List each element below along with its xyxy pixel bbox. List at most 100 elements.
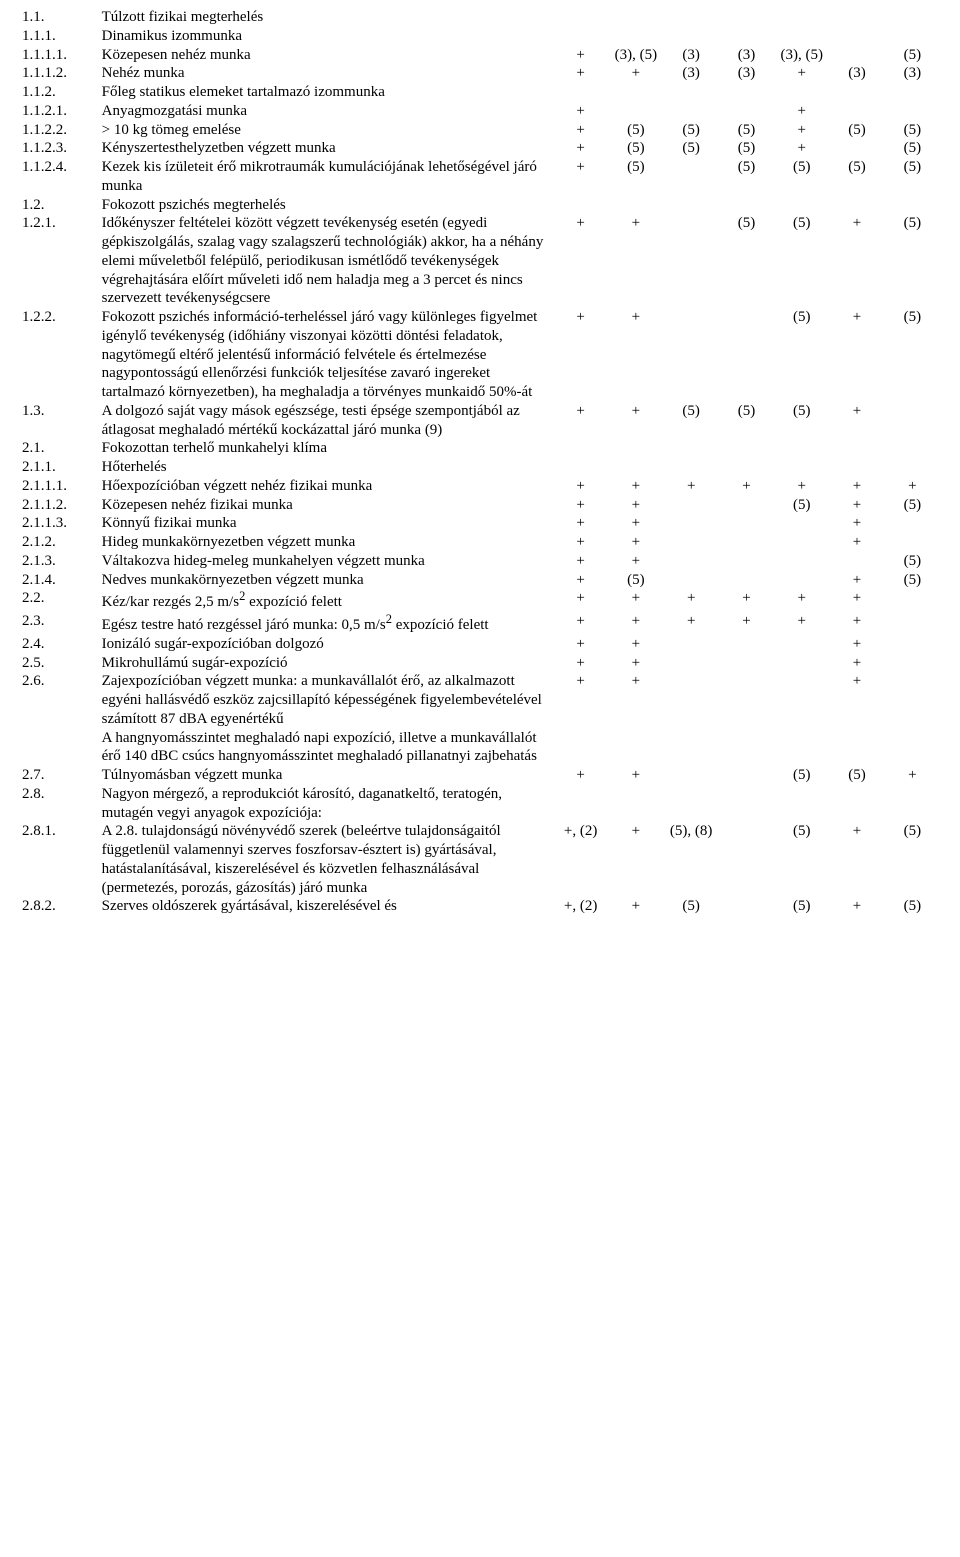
row-number: 2.2.	[20, 589, 100, 612]
row-value: +	[608, 654, 663, 673]
row-value	[719, 83, 774, 102]
row-text: Túlnyomásban végzett munka	[100, 766, 553, 785]
row-value	[664, 533, 719, 552]
row-text: Főleg statikus elemeket tartalmazó izomm…	[100, 83, 553, 102]
row-number: 2.8.1.	[20, 822, 100, 897]
row-text: Időkényszer feltételei között végzett te…	[100, 214, 553, 308]
row-value: +	[829, 672, 884, 766]
row-value	[774, 439, 829, 458]
row-number: 1.2.	[20, 196, 100, 215]
row-value: +	[774, 102, 829, 121]
row-value: (5)	[885, 121, 940, 140]
row-value	[664, 514, 719, 533]
row-value: (5)	[664, 121, 719, 140]
row-value: (5)	[719, 139, 774, 158]
row-value	[664, 635, 719, 654]
row-value: +	[664, 477, 719, 496]
row-value	[719, 196, 774, 215]
row-number: 1.1.2.1.	[20, 102, 100, 121]
row-value: +	[829, 496, 884, 515]
row-value	[885, 402, 940, 440]
row-value	[719, 102, 774, 121]
table-row: 2.1.Fokozottan terhelő munkahelyi klíma	[20, 439, 940, 458]
row-value: +	[608, 766, 663, 785]
row-value	[885, 612, 940, 635]
row-value	[774, 8, 829, 27]
table-row: 1.1.1.Dinamikus izommunka	[20, 27, 940, 46]
table-row: 1.1.1.1.Közepesen nehéz munka+(3), (5)(3…	[20, 46, 940, 65]
row-value: +	[553, 121, 608, 140]
row-value	[719, 8, 774, 27]
row-value	[719, 458, 774, 477]
row-number: 2.6.	[20, 672, 100, 766]
table-row: 1.2.2.Fokozott pszichés információ-terhe…	[20, 308, 940, 402]
row-number: 1.1.2.2.	[20, 121, 100, 140]
row-value	[829, 458, 884, 477]
row-value	[774, 571, 829, 590]
row-value: +	[608, 308, 663, 402]
table-row: 2.1.4.Nedves munkakörnyezetben végzett m…	[20, 571, 940, 590]
row-value	[774, 654, 829, 673]
row-value	[829, 552, 884, 571]
row-value	[608, 8, 663, 27]
table-row: 1.1.2.3.Kényszertesthelyzetben végzett m…	[20, 139, 940, 158]
row-value	[553, 27, 608, 46]
row-value: (3), (5)	[608, 46, 663, 65]
row-value: +	[553, 477, 608, 496]
row-value	[719, 672, 774, 766]
row-value: +	[553, 612, 608, 635]
row-number: 1.1.1.2.	[20, 64, 100, 83]
row-value	[719, 533, 774, 552]
row-value	[719, 514, 774, 533]
row-value: +	[608, 612, 663, 635]
row-number: 1.2.2.	[20, 308, 100, 402]
row-value	[774, 83, 829, 102]
row-number: 1.1.	[20, 8, 100, 27]
row-value: +	[553, 402, 608, 440]
row-value	[664, 496, 719, 515]
row-value	[608, 785, 663, 823]
row-value: (5)	[885, 46, 940, 65]
row-text: Mikrohullámú sugár-expozíció	[100, 654, 553, 673]
row-value: +	[608, 822, 663, 897]
row-value	[719, 822, 774, 897]
row-value	[719, 308, 774, 402]
row-value	[664, 27, 719, 46]
row-value: +	[553, 139, 608, 158]
row-value	[608, 458, 663, 477]
row-value: +	[553, 589, 608, 612]
row-value: +	[774, 477, 829, 496]
table-row: 2.4.Ionizáló sugár-expozícióban dolgozó+…	[20, 635, 940, 654]
row-value	[608, 102, 663, 121]
row-value: (5)	[719, 402, 774, 440]
row-value: (5)	[664, 139, 719, 158]
row-value	[553, 8, 608, 27]
row-value: +	[664, 589, 719, 612]
row-value	[885, 439, 940, 458]
row-value: +	[829, 514, 884, 533]
row-number: 2.4.	[20, 635, 100, 654]
row-value	[664, 654, 719, 673]
table-row: 2.3.Egész testre ható rezgéssel járó mun…	[20, 612, 940, 635]
row-value: +	[553, 496, 608, 515]
row-value	[664, 672, 719, 766]
row-value	[608, 196, 663, 215]
row-value: +	[774, 589, 829, 612]
row-value	[774, 514, 829, 533]
row-value	[829, 139, 884, 158]
row-text: Könnyű fizikai munka	[100, 514, 553, 533]
row-value: +	[553, 672, 608, 766]
row-value	[885, 27, 940, 46]
row-text: Ionizáló sugár-expozícióban dolgozó	[100, 635, 553, 654]
row-text: Nehéz munka	[100, 64, 553, 83]
row-value: (5)	[774, 897, 829, 916]
row-value	[553, 196, 608, 215]
row-value	[774, 552, 829, 571]
row-value: (5)	[719, 214, 774, 308]
row-value: +	[608, 533, 663, 552]
row-value: +	[608, 589, 663, 612]
row-value	[774, 27, 829, 46]
row-value	[719, 496, 774, 515]
row-value: +	[553, 552, 608, 571]
row-value	[664, 214, 719, 308]
